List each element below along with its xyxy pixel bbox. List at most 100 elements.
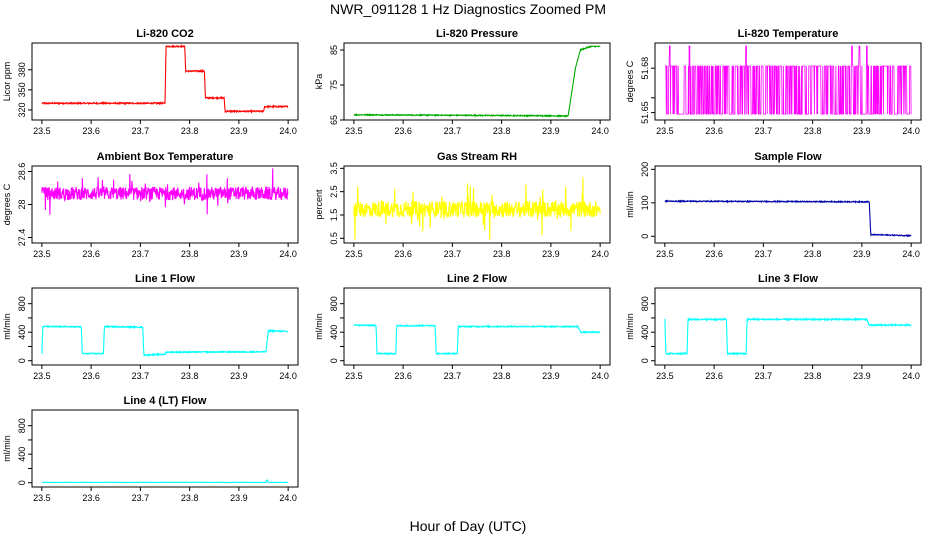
x-tick-label: 24.0 bbox=[591, 371, 609, 381]
y-tick-label: 1.5 bbox=[329, 209, 339, 222]
x-tick-label: 23.8 bbox=[804, 371, 822, 381]
x-tick-label: 23.8 bbox=[181, 126, 199, 136]
x-tick-label: 24.0 bbox=[902, 126, 920, 136]
data-series-line bbox=[41, 324, 289, 358]
x-tick-label: 23.5 bbox=[656, 371, 674, 381]
x-tick-label: 23.6 bbox=[705, 126, 723, 136]
chart-title: Li-820 Pressure bbox=[436, 28, 518, 40]
y-tick-label: 0 bbox=[329, 358, 339, 363]
x-tick-label: 23.5 bbox=[33, 126, 51, 136]
data-series-line bbox=[664, 199, 912, 238]
x-tick-label: 24.0 bbox=[279, 126, 297, 136]
chart-title: Li-820 Temperature bbox=[738, 28, 839, 40]
chart-title: Ambient Box Temperature bbox=[97, 151, 234, 163]
x-tick-label: 23.7 bbox=[444, 126, 462, 136]
x-tick-label: 24.0 bbox=[279, 493, 297, 503]
y-tick-label: 51.68 bbox=[640, 57, 650, 80]
x-tick-label: 24.0 bbox=[279, 371, 297, 381]
x-tick-label: 23.9 bbox=[853, 371, 871, 381]
chart-5: Gas Stream RH percent 23.5 23.6 23.7 23.8 23.9… bbox=[314, 151, 611, 259]
y-tick-label: 75 bbox=[329, 80, 339, 90]
chart-title: Gas Stream RH bbox=[437, 151, 517, 163]
x-tick-label: 23.7 bbox=[132, 493, 150, 503]
plot-frame bbox=[343, 165, 611, 244]
x-tick-label: 23.5 bbox=[345, 371, 363, 381]
chart-title: Sample Flow bbox=[754, 151, 822, 163]
data-series-line bbox=[664, 45, 912, 115]
y-tick-label: 28 bbox=[17, 199, 27, 209]
x-tick-label: 23.7 bbox=[755, 126, 773, 136]
plot-frame bbox=[654, 165, 922, 244]
x-tick-label: 23.8 bbox=[804, 126, 822, 136]
x-tick-label: 23.5 bbox=[33, 249, 51, 259]
x-tick-label: 23.9 bbox=[853, 249, 871, 259]
data-series-line bbox=[41, 44, 289, 114]
y-tick-label: 51.65 bbox=[640, 101, 650, 124]
y-tick-label: 65 bbox=[329, 115, 339, 125]
y-axis-label: ml/min bbox=[625, 313, 635, 340]
y-tick-label: 400 bbox=[17, 447, 27, 462]
x-tick-label: 23.6 bbox=[82, 249, 100, 259]
data-series-line bbox=[41, 478, 289, 483]
chart-2: Li-820 Pressure kPa 23.5 23.6 23.7 23.8 23.9 24… bbox=[314, 28, 611, 136]
y-axis-label: ml/min bbox=[314, 313, 324, 340]
plot-frame bbox=[654, 42, 922, 121]
y-tick-label: 400 bbox=[329, 325, 339, 340]
plot-frame bbox=[31, 409, 299, 488]
x-tick-label: 23.9 bbox=[230, 371, 248, 381]
x-tick-label: 23.7 bbox=[444, 371, 462, 381]
plot-frame bbox=[31, 287, 299, 366]
x-tick-label: 23.9 bbox=[542, 126, 560, 136]
x-tick-label: 23.7 bbox=[755, 249, 773, 259]
chart-6: Sample Flow ml/min 23.5 23.6 23.7 23.8 23.9 24.… bbox=[625, 151, 922, 259]
x-tick-label: 23.9 bbox=[230, 249, 248, 259]
plot-frame bbox=[343, 287, 611, 366]
x-tick-label: 23.7 bbox=[755, 371, 773, 381]
x-tick-label: 23.6 bbox=[394, 371, 412, 381]
plot-frame bbox=[654, 287, 922, 366]
x-tick-label: 24.0 bbox=[591, 126, 609, 136]
y-tick-label: 800 bbox=[640, 296, 650, 311]
y-tick-label: 28.6 bbox=[17, 163, 27, 181]
chart-9: Line 3 Flow ml/min 23.5 23.6 23.7 23.8 23.9 24.… bbox=[625, 273, 922, 381]
y-tick-label: 3.5 bbox=[329, 162, 339, 175]
y-tick-label: 2.5 bbox=[329, 185, 339, 198]
x-tick-label: 23.9 bbox=[230, 126, 248, 136]
y-axis-label: ml/min bbox=[2, 313, 12, 340]
chart-title: Line 2 Flow bbox=[447, 273, 507, 285]
x-tick-label: 23.8 bbox=[493, 126, 511, 136]
x-tick-label: 23.6 bbox=[82, 493, 100, 503]
x-tick-label: 23.6 bbox=[705, 371, 723, 381]
chart-10: Line 4 (LT) Flow ml/min 23.5 23.6 23.7 23.8 23… bbox=[2, 395, 299, 503]
chart-title: Li-820 CO2 bbox=[136, 28, 193, 40]
y-tick-label: 400 bbox=[17, 325, 27, 340]
chart-title: Line 3 Flow bbox=[758, 273, 818, 285]
chart-7: Line 1 Flow ml/min 23.5 23.6 23.7 23.8 23.9 24.… bbox=[2, 273, 299, 381]
data-series-line bbox=[41, 168, 289, 215]
y-axis-label: degrees C bbox=[625, 60, 635, 102]
x-tick-label: 23.8 bbox=[493, 249, 511, 259]
x-tick-label: 24.0 bbox=[902, 249, 920, 259]
x-tick-label: 23.5 bbox=[656, 126, 674, 136]
x-tick-label: 23.8 bbox=[181, 493, 199, 503]
x-tick-label: 23.6 bbox=[394, 249, 412, 259]
y-tick-label: 0.5 bbox=[329, 232, 339, 245]
x-tick-label: 23.7 bbox=[132, 249, 150, 259]
x-tick-label: 23.8 bbox=[181, 371, 199, 381]
y-tick-label: 100 bbox=[640, 195, 650, 210]
y-tick-label: 800 bbox=[329, 296, 339, 311]
x-tick-label: 23.8 bbox=[181, 249, 199, 259]
plot-frame bbox=[31, 42, 299, 121]
x-tick-label: 24.0 bbox=[902, 371, 920, 381]
data-series-line bbox=[353, 45, 601, 118]
x-tick-label: 24.0 bbox=[591, 249, 609, 259]
x-tick-label: 23.9 bbox=[853, 126, 871, 136]
y-tick-label: 85 bbox=[329, 45, 339, 55]
y-axis-label: ml/min bbox=[2, 435, 12, 462]
chart-title: Line 4 (LT) Flow bbox=[124, 395, 207, 407]
x-tick-label: 23.8 bbox=[804, 249, 822, 259]
x-tick-label: 23.7 bbox=[132, 371, 150, 381]
x-tick-label: 23.9 bbox=[230, 493, 248, 503]
figure-title: NWR_091128 1 Hz Diagnostics Zoomed PM bbox=[330, 1, 606, 17]
